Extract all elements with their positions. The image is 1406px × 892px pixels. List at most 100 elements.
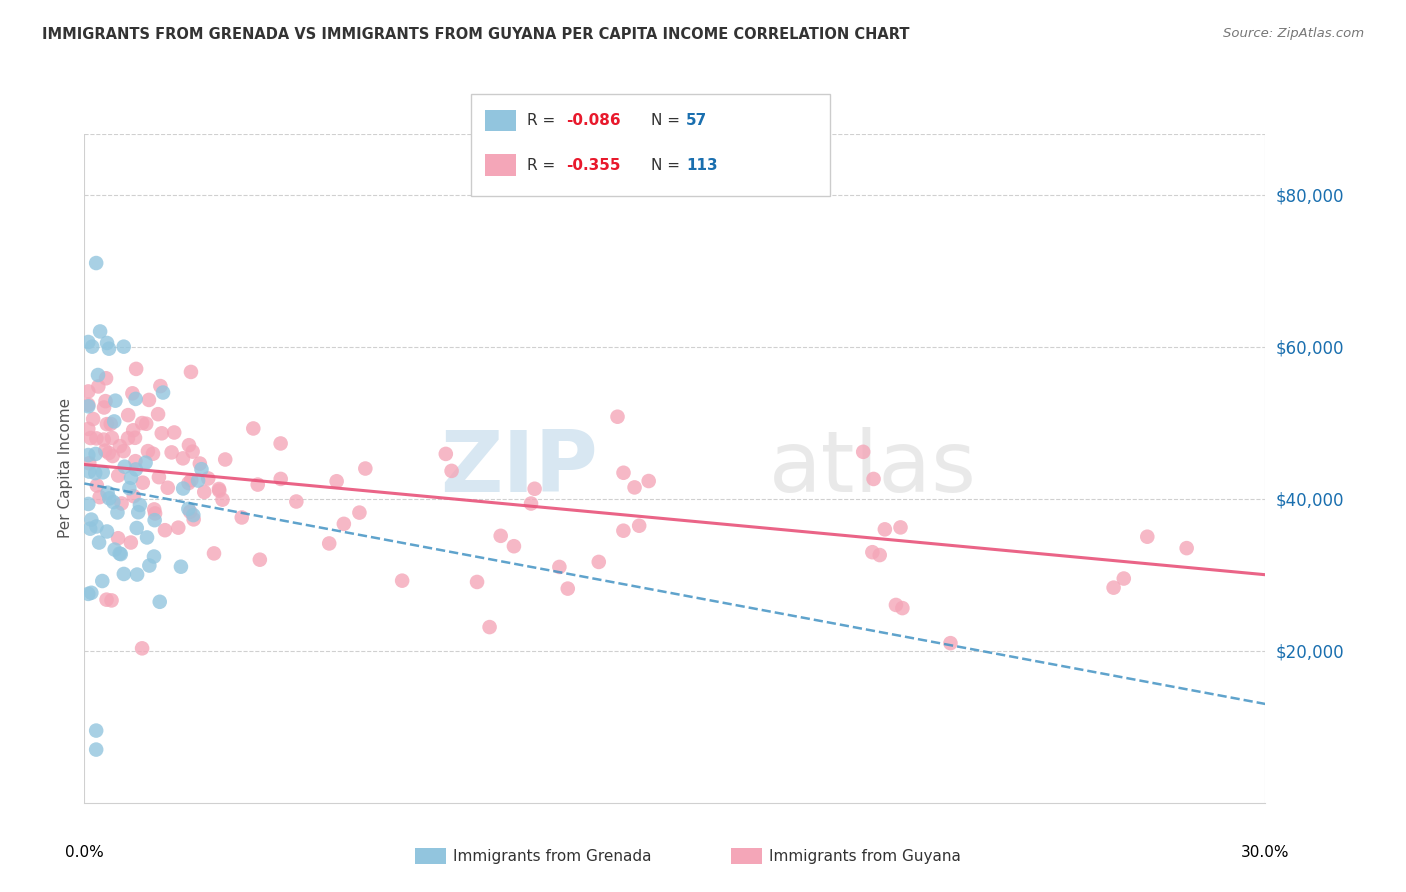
Point bbox=[77, 384, 100, 399]
Point bbox=[87, 535, 110, 549]
Point bbox=[124, 431, 146, 445]
Point bbox=[120, 471, 142, 485]
Point bbox=[612, 466, 634, 480]
Point bbox=[124, 392, 146, 406]
Point bbox=[177, 438, 200, 452]
Point bbox=[939, 636, 962, 650]
Point bbox=[354, 461, 377, 475]
Point bbox=[91, 574, 114, 588]
Point bbox=[391, 574, 413, 588]
Point bbox=[94, 371, 117, 385]
Point bbox=[77, 398, 100, 412]
Point bbox=[96, 417, 118, 431]
Text: Source: ZipAtlas.com: Source: ZipAtlas.com bbox=[1223, 27, 1364, 40]
Point bbox=[120, 535, 142, 549]
Text: Immigrants from Grenada: Immigrants from Grenada bbox=[453, 849, 651, 863]
Point bbox=[86, 431, 108, 445]
Text: ZIP: ZIP bbox=[440, 426, 598, 510]
Point bbox=[86, 519, 108, 533]
Point bbox=[86, 478, 108, 492]
Point bbox=[180, 473, 202, 487]
Point bbox=[127, 505, 149, 519]
Point bbox=[79, 431, 101, 445]
Point bbox=[520, 496, 543, 510]
Point bbox=[1112, 572, 1135, 586]
Point bbox=[180, 365, 202, 379]
Point bbox=[440, 464, 463, 478]
Point bbox=[100, 593, 122, 607]
Point bbox=[891, 601, 914, 615]
Point bbox=[152, 385, 174, 400]
Point bbox=[112, 340, 135, 354]
Point bbox=[93, 401, 115, 415]
Point bbox=[79, 522, 101, 536]
Point bbox=[149, 595, 172, 609]
Point bbox=[131, 641, 153, 656]
Point bbox=[125, 462, 148, 476]
Point bbox=[860, 545, 883, 559]
Point bbox=[112, 444, 135, 458]
Point bbox=[177, 502, 200, 516]
Text: R =: R = bbox=[527, 113, 561, 128]
Point bbox=[197, 471, 219, 485]
Point bbox=[349, 506, 371, 520]
Point bbox=[138, 558, 160, 573]
Point bbox=[270, 436, 292, 450]
Text: N =: N = bbox=[651, 158, 685, 172]
Point bbox=[148, 470, 170, 484]
Text: atlas: atlas bbox=[769, 426, 977, 510]
Point bbox=[125, 362, 148, 376]
Point bbox=[188, 457, 211, 471]
Point bbox=[129, 498, 152, 512]
Text: 57: 57 bbox=[686, 113, 707, 128]
Point bbox=[77, 465, 100, 479]
Point bbox=[862, 472, 884, 486]
Point bbox=[465, 574, 488, 589]
Point bbox=[160, 445, 183, 459]
Point bbox=[163, 425, 186, 440]
Text: -0.355: -0.355 bbox=[567, 158, 621, 172]
Point bbox=[97, 446, 120, 460]
Text: 0.0%: 0.0% bbox=[65, 845, 104, 860]
Point bbox=[122, 423, 145, 437]
Point bbox=[110, 496, 132, 510]
Point bbox=[135, 456, 157, 470]
Point bbox=[489, 529, 512, 543]
Point bbox=[136, 531, 159, 545]
Point bbox=[214, 452, 236, 467]
Point bbox=[333, 516, 356, 531]
Point bbox=[143, 549, 166, 564]
Point bbox=[104, 393, 127, 408]
Point bbox=[84, 447, 107, 461]
Point bbox=[181, 444, 204, 458]
Point bbox=[77, 497, 100, 511]
Point bbox=[96, 335, 118, 350]
Point bbox=[135, 417, 157, 431]
Point bbox=[91, 466, 114, 480]
Point bbox=[231, 510, 253, 524]
Point bbox=[103, 414, 125, 428]
Point bbox=[87, 368, 110, 382]
Point bbox=[136, 444, 159, 458]
Point bbox=[612, 524, 634, 538]
Point bbox=[98, 342, 121, 356]
Point bbox=[172, 451, 194, 466]
Point bbox=[156, 481, 179, 495]
Point bbox=[117, 431, 139, 445]
Point bbox=[249, 552, 271, 566]
Point bbox=[138, 392, 160, 407]
Point bbox=[82, 412, 104, 426]
Point bbox=[77, 334, 100, 349]
Point bbox=[121, 386, 143, 401]
Point bbox=[884, 598, 907, 612]
Point bbox=[112, 566, 135, 581]
Point bbox=[873, 522, 896, 536]
Point bbox=[122, 489, 145, 503]
Point bbox=[110, 547, 132, 561]
Point bbox=[131, 416, 153, 430]
Text: R =: R = bbox=[527, 158, 561, 172]
Point bbox=[125, 521, 148, 535]
Point bbox=[114, 459, 136, 474]
Point bbox=[96, 524, 118, 539]
Text: -0.086: -0.086 bbox=[567, 113, 621, 128]
